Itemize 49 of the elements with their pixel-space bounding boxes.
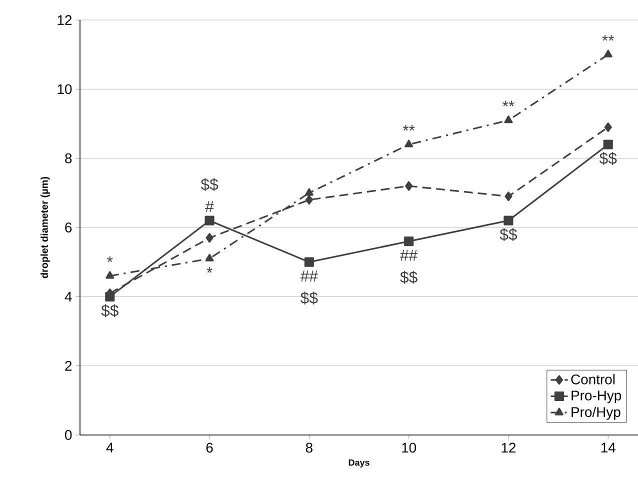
legend-label: Control [571, 374, 615, 384]
legend-label: Pro-Hyp [572, 390, 622, 404]
annotation: ** [602, 35, 614, 41]
x-tick-label: 14 [601, 442, 616, 452]
annotation: $$ [200, 178, 218, 192]
annotation: $$ [599, 152, 617, 165]
point [305, 195, 313, 205]
annotation: * [206, 267, 212, 273]
point [404, 236, 414, 246]
point [304, 257, 314, 267]
point [504, 116, 513, 124]
point [106, 271, 114, 279]
annotation: ** [402, 125, 415, 131]
x-axis-title: Days [348, 459, 370, 468]
y-tick-label: 2 [65, 360, 72, 371]
annotation: $$ [101, 304, 118, 318]
point [304, 188, 314, 196]
point [604, 50, 612, 58]
annotation: $$ [500, 228, 518, 242]
annotation: * [107, 256, 113, 262]
point [105, 292, 115, 302]
y-tick-label: 0 [65, 430, 72, 440]
point [504, 192, 512, 202]
y-tick-label: 8 [65, 153, 72, 164]
point [604, 122, 612, 132]
x-tick-label: 8 [306, 442, 312, 453]
point [603, 140, 613, 150]
point [205, 254, 214, 262]
point [504, 216, 514, 226]
annotation: ## [400, 250, 418, 261]
y-tick-label: 6 [65, 222, 72, 232]
x-tick-label: 4 [106, 442, 114, 452]
y-tick-label: 4 [64, 292, 72, 302]
point [405, 181, 413, 191]
x-tick-label: 6 [206, 442, 213, 453]
annotation: ## [300, 270, 318, 282]
y-tick-label: 12 [58, 15, 72, 25]
point [206, 233, 214, 243]
annotation: $$ [300, 292, 318, 305]
x-tick-label: 10 [402, 442, 416, 453]
x-tick-label: 12 [502, 442, 516, 453]
annotation: # [205, 201, 214, 212]
y-axis-title: droplet diameter (µm) [40, 176, 50, 278]
annotation: $$ [400, 270, 418, 284]
y-tick-label: 10 [58, 84, 72, 94]
point [204, 216, 214, 226]
point [404, 140, 414, 148]
annotation: ** [502, 100, 514, 106]
legend-label: Pro/Hyp [572, 406, 620, 420]
